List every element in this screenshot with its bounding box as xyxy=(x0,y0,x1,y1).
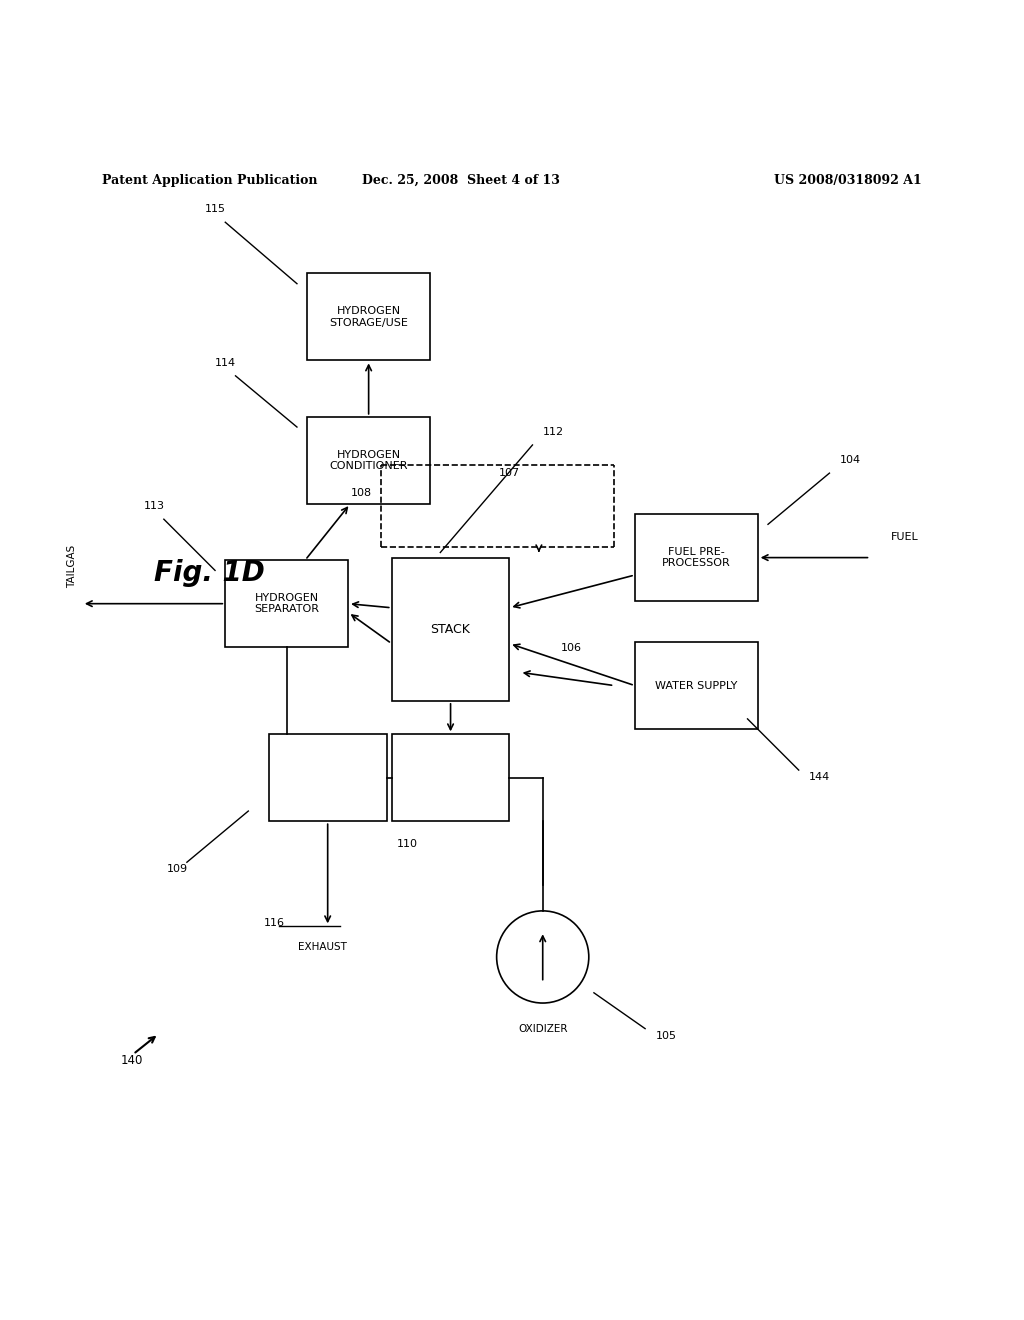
Text: OXIDIZER: OXIDIZER xyxy=(518,1023,567,1034)
Text: FUEL PRE-
PROCESSOR: FUEL PRE- PROCESSOR xyxy=(662,546,731,569)
FancyBboxPatch shape xyxy=(635,513,758,601)
FancyBboxPatch shape xyxy=(268,734,387,821)
Text: STACK: STACK xyxy=(431,623,470,636)
Text: 115: 115 xyxy=(205,205,226,214)
FancyBboxPatch shape xyxy=(225,560,348,647)
Text: HYDROGEN
SEPARATOR: HYDROGEN SEPARATOR xyxy=(254,593,319,615)
Text: 107: 107 xyxy=(500,467,520,478)
Text: TAILGAS: TAILGAS xyxy=(67,545,77,589)
FancyBboxPatch shape xyxy=(307,417,430,504)
Text: 104: 104 xyxy=(840,455,861,465)
Text: 140: 140 xyxy=(121,1055,143,1068)
Text: 144: 144 xyxy=(809,772,830,783)
Text: 109: 109 xyxy=(166,865,187,874)
Text: Patent Application Publication: Patent Application Publication xyxy=(102,174,317,186)
Text: Fig. 1D: Fig. 1D xyxy=(154,558,264,587)
FancyBboxPatch shape xyxy=(635,642,758,729)
FancyBboxPatch shape xyxy=(307,273,430,360)
FancyBboxPatch shape xyxy=(391,734,510,821)
Text: HYDROGEN
STORAGE/USE: HYDROGEN STORAGE/USE xyxy=(329,306,409,327)
Text: 114: 114 xyxy=(215,358,237,367)
Text: 113: 113 xyxy=(143,502,165,511)
FancyBboxPatch shape xyxy=(391,557,510,701)
Text: 112: 112 xyxy=(543,426,564,437)
Text: 116: 116 xyxy=(264,919,285,928)
Text: 105: 105 xyxy=(655,1031,677,1041)
Text: EXHAUST: EXHAUST xyxy=(298,941,347,952)
Text: HYDROGEN
CONDITIONER: HYDROGEN CONDITIONER xyxy=(330,450,408,471)
Text: 110: 110 xyxy=(397,840,418,849)
Text: 108: 108 xyxy=(350,488,372,498)
Text: WATER SUPPLY: WATER SUPPLY xyxy=(655,681,737,690)
Text: FUEL: FUEL xyxy=(891,532,919,543)
Text: 106: 106 xyxy=(561,643,582,653)
Text: Dec. 25, 2008  Sheet 4 of 13: Dec. 25, 2008 Sheet 4 of 13 xyxy=(361,174,560,186)
Text: US 2008/0318092 A1: US 2008/0318092 A1 xyxy=(774,174,922,186)
